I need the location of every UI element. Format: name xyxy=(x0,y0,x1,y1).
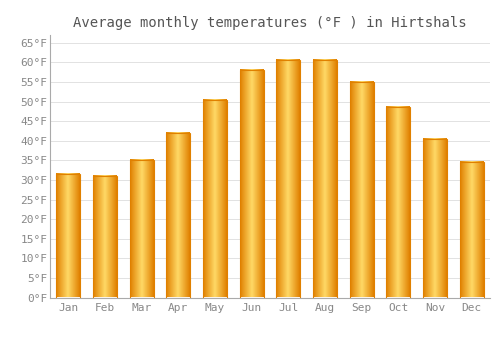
Bar xyxy=(460,162,483,298)
Bar xyxy=(350,82,374,298)
Bar xyxy=(240,70,264,298)
Title: Average monthly temperatures (°F ) in Hirtshals: Average monthly temperatures (°F ) in Hi… xyxy=(73,16,467,30)
Bar xyxy=(93,176,117,298)
Bar xyxy=(56,174,80,298)
Bar xyxy=(423,139,447,298)
Bar xyxy=(313,61,337,298)
Bar xyxy=(203,100,227,297)
Bar xyxy=(276,61,300,298)
Bar xyxy=(166,133,190,298)
Bar xyxy=(130,160,154,298)
Bar xyxy=(386,107,410,298)
